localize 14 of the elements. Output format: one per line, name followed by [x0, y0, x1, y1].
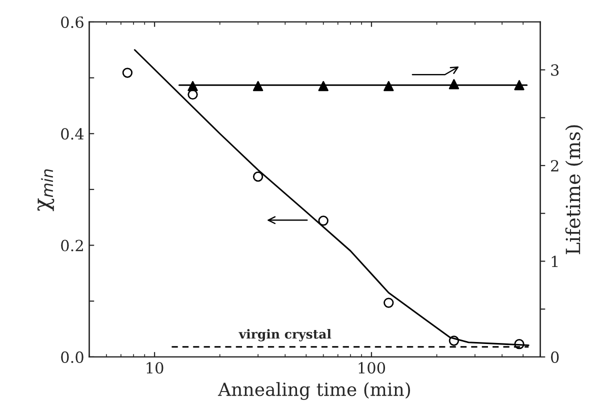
x-axis-title: Annealing time (min)	[218, 382, 410, 400]
y-tick-label: 0.6	[61, 16, 84, 28]
y2-tick-label: 1	[552, 256, 558, 268]
y2-tick-label: 0	[551, 351, 559, 363]
annotation: virgin crystal	[238, 329, 332, 342]
x-tick-label: 10	[146, 362, 164, 374]
y-axis-title: χ$_{min}$	[37, 169, 54, 212]
y-tick-label: 0.4	[61, 128, 84, 140]
y2-axis-title: Lifetime (ms)	[565, 125, 584, 254]
x-tick-label: 100	[358, 362, 386, 374]
y2-tick-label: 3	[551, 64, 559, 76]
y-tick-label: 0.2	[61, 240, 83, 252]
y2-tick-label: 2	[551, 160, 558, 172]
y-tick-label: 0.0	[61, 351, 84, 363]
